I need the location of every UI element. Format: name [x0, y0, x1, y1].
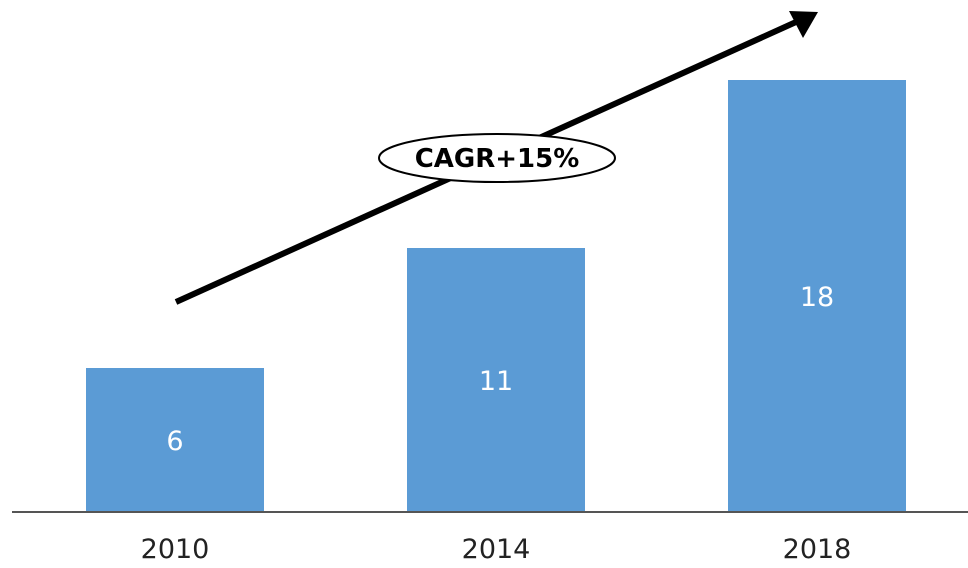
cagr-annotation: CAGR+15% [378, 133, 616, 183]
trend-arrowhead [789, 11, 818, 38]
data-label-2018: 18 [800, 282, 834, 313]
cagr-ellipse [378, 133, 616, 183]
x-tick-label-2010: 2010 [141, 534, 210, 565]
x-tick-labels: 2010 2014 2018 [141, 534, 852, 565]
bar-2018 [728, 80, 906, 512]
x-tick-label-2018: 2018 [783, 534, 852, 565]
x-tick-label-2014: 2014 [462, 534, 531, 565]
bar-2010 [86, 368, 264, 512]
bars-layer: 6 11 18 [86, 80, 906, 512]
data-label-2010: 6 [166, 426, 183, 457]
cagr-label: CAGR+15% [415, 144, 580, 174]
bar-2014 [407, 248, 585, 512]
data-label-2014: 11 [479, 366, 513, 397]
